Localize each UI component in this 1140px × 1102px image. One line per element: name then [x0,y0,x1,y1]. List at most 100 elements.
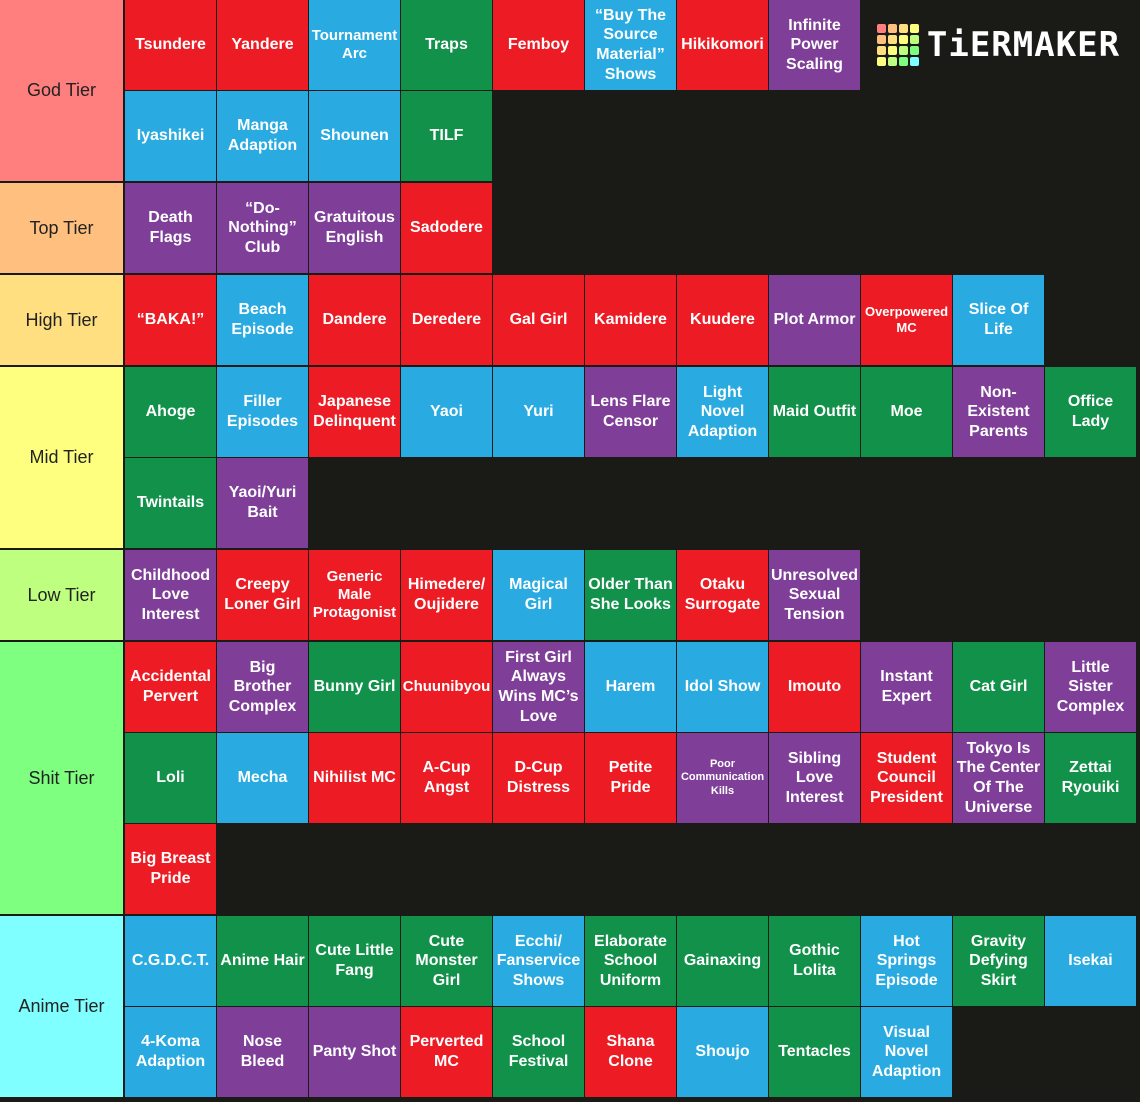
tier-item: Filler Episodes [217,367,308,457]
tier-row: Low Tier Childhood Love Interest Creepy Lo… [0,550,1140,640]
tier-item: Mecha [217,733,308,823]
tier-item: Instant Expert [861,642,952,732]
tier-item: Nose Bleed [217,1007,308,1097]
tier-item: Japanese Delinquent [309,367,400,457]
tier-item: Overpowered MC [861,275,952,365]
logo: TiERMAKER [861,0,1136,90]
tier-item: Slice Of Life [953,275,1044,365]
tier-item: Accidental Pervert [125,642,216,732]
tier-item: Harem [585,642,676,732]
tier-item: Childhood Love Interest [125,550,216,640]
logo-square [898,46,908,55]
tier-item: Little Sister Complex [1045,642,1136,732]
logo-square [876,57,886,66]
tier-item: Shoujo [677,1007,768,1097]
logo-square [909,24,919,33]
tier-items: Death Flags “Do-Nothing” Club Gratuitous E… [125,183,1136,273]
tier-row: High Tier “BAKA!” Beach Episode Dandere Dere… [0,275,1140,365]
tier-label: Low Tier [0,550,123,640]
logo-square [876,24,886,33]
tier-item: Maid Outfit [769,367,860,457]
tier-item: Big Brother Complex [217,642,308,732]
tier-item: Tentacles [769,1007,860,1097]
tier-items: Ahoge Filler Episodes Japanese Delinquent Y… [125,367,1136,548]
tier-item: D-Cup Distress [493,733,584,823]
logo-square [887,46,897,55]
tier-item: Femboy [493,0,584,90]
tier-items: Childhood Love Interest Creepy Loner Girl… [125,550,1136,640]
tier-item: Zettai Ryouiki [1045,733,1136,823]
tier-row: Top Tier Death Flags “Do-Nothing” Club Grat… [0,183,1140,273]
tier-item: Beach Episode [217,275,308,365]
tier-item: Elaborate School Uniform [585,916,676,1006]
tier-item: Shounen [309,91,400,181]
tier-item: Gratuitous English [309,183,400,273]
tier-item: Yuri [493,367,584,457]
tier-item: Shana Clone [585,1007,676,1097]
tier-item: Student Council President [861,733,952,823]
tier-item: Gal Girl [493,275,584,365]
tier-label: High Tier [0,275,123,365]
tier-items: “BAKA!” Beach Episode Dandere Deredere Gal G… [125,275,1136,365]
tier-item: Hot Springs Episode [861,916,952,1006]
tier-item: Cute Monster Girl [401,916,492,1006]
tier-item: Manga Adaption [217,91,308,181]
tier-item: Anime Hair [217,916,308,1006]
tier-item: Yaoi/Yuri Bait [217,458,308,548]
tier-item: Big Breast Pride [125,824,216,914]
tier-item: Ecchi/ Fanservice Shows [493,916,584,1006]
tier-label: Shit Tier [0,642,123,914]
tier-item: Panty Shot [309,1007,400,1097]
tier-item: Gravity Defying Skirt [953,916,1044,1006]
logo-square [876,35,886,44]
tier-item: Visual Novel Adaption [861,1007,952,1097]
tier-item: Infinite Power Scaling [769,0,860,90]
tier-items: TiERMAKER Tsundere Yandere Tournament Arc Tr… [125,0,1136,181]
tier-item: Dandere [309,275,400,365]
tier-item: Lens Flare Censor [585,367,676,457]
tier-item: Idol Show [677,642,768,732]
tier-item: Moe [861,367,952,457]
tier-item: Otaku Surrogate [677,550,768,640]
tier-item: Twintails [125,458,216,548]
tier-item: Yaoi [401,367,492,457]
tier-item: Himedere/ Oujidere [401,550,492,640]
tier-label: God Tier [0,0,123,181]
tier-items: Accidental Pervert Big Brother Complex Bun… [125,642,1136,914]
tier-item: Nihilist MC [309,733,400,823]
tier-item: School Festival [493,1007,584,1097]
tier-item: Creepy Loner Girl [217,550,308,640]
tier-item: 4-Koma Adaption [125,1007,216,1097]
tier-item: Deredere [401,275,492,365]
tier-item: Ahoge [125,367,216,457]
tier-label: Mid Tier [0,367,123,548]
tier-item: Tournament Arc [309,0,400,90]
logo-square [887,24,897,33]
tier-item: Magical Girl [493,550,584,640]
tier-item: Kamidere [585,275,676,365]
tier-item: Yandere [217,0,308,90]
logo-square [909,46,919,55]
tier-item: Bunny Girl [309,642,400,732]
tier-item: Plot Armor [769,275,860,365]
tier-item: Traps [401,0,492,90]
tier-item: “BAKA!” [125,275,216,365]
logo-square [898,24,908,33]
tier-item: Unresolved Sexual Tension [769,550,860,640]
tier-item: TILF [401,91,492,181]
tier-item: Older Than She Looks [585,550,676,640]
tier-items: C.G.D.C.T. Anime Hair Cute Little Fang Cute… [125,916,1136,1097]
tier-item: Sadodere [401,183,492,273]
tier-item: Hikikomori [677,0,768,90]
tier-item: Imouto [769,642,860,732]
tier-row: God Tier TiERMAKER Tsundere Yandere Tourname… [0,0,1140,181]
tier-row: Anime Tier C.G.D.C.T. Anime Hair Cute Littl… [0,916,1140,1097]
tier-label: Anime Tier [0,916,123,1097]
tier-row: Mid Tier Ahoge Filler Episodes Japanese Del… [0,367,1140,548]
tier-item: Death Flags [125,183,216,273]
tier-item: Loli [125,733,216,823]
tier-item: Cat Girl [953,642,1044,732]
logo-icon [876,24,919,66]
